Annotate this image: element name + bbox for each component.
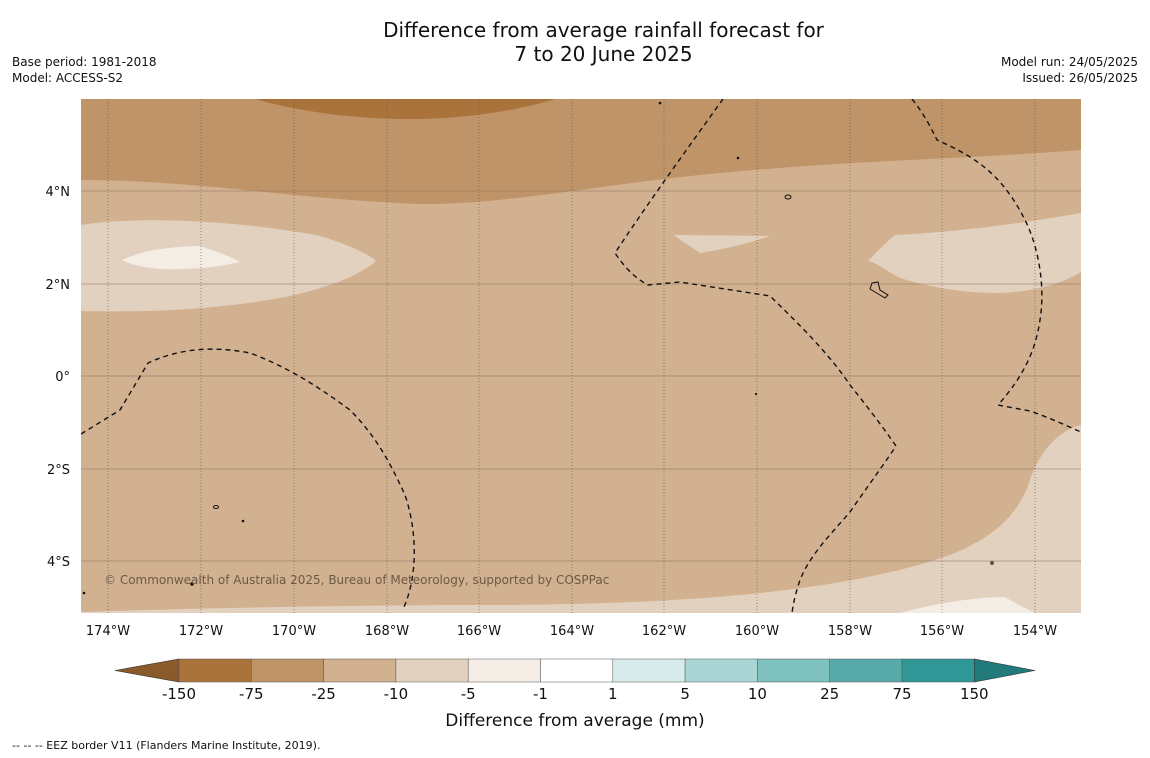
colorbar-tick-label: 75: [892, 685, 911, 703]
colorbar-tick-label: 150: [960, 685, 989, 703]
islands: [82, 101, 994, 595]
base-period: Base period: 1981-2018: [12, 55, 157, 69]
lat-label-2n: 2°N: [46, 278, 71, 293]
mild-patch-east: [868, 213, 1081, 293]
title-line-1: Difference from average rainfall forecas…: [383, 18, 824, 42]
lat-label-0: 0°: [55, 370, 70, 385]
lon-label-166w: 166°W: [457, 624, 501, 639]
latitude-gridlines: [81, 190, 1081, 562]
lon-label-154w: 154°W: [1013, 624, 1057, 639]
colorbar-tick-label: 1: [608, 685, 618, 703]
colorbar-tick-labels: -150 -75 -25 -10 -5 -1 1 5 10 25 75 150: [162, 685, 989, 703]
map-area: © Commonwealth of Australia 2025, Bureau…: [81, 99, 1081, 613]
mild-patch-south: [81, 425, 1081, 613]
lat-label-4n: 4°N: [46, 185, 71, 200]
colorbar-cell: [467, 658, 541, 683]
colorbar-tick-label: -5: [461, 685, 476, 703]
colorbar-cell: [684, 658, 758, 683]
lon-label-156w: 156°W: [920, 624, 964, 639]
colorbar-cell: [395, 658, 469, 683]
drier-band-north: [81, 99, 1081, 205]
colorbar-tick-label: -10: [384, 685, 409, 703]
copyright-credit: © Commonwealth of Australia 2025, Bureau…: [104, 573, 609, 587]
lon-label-172w: 172°W: [179, 624, 223, 639]
colorbar-cell: [178, 658, 252, 683]
near-normal-patch-southeast: [900, 597, 1035, 613]
model-name: Model: ACCESS-S2: [12, 71, 124, 85]
colorbar-tick-label: 25: [820, 685, 839, 703]
colorbar-tick-label: 5: [680, 685, 690, 703]
colorbar-tick-label: -25: [311, 685, 336, 703]
issued-date: Issued: 26/05/2025: [1022, 71, 1138, 85]
colorbar-cell: [612, 658, 686, 683]
title-line-2: 7 to 20 June 2025: [514, 42, 693, 66]
colorbar-cell: [251, 658, 324, 683]
colorbar-tick-label: 10: [748, 685, 767, 703]
lon-label-170w: 170°W: [272, 624, 316, 639]
colorbar-tick-label: -75: [239, 685, 264, 703]
mild-patch-central: [674, 235, 770, 253]
colorbar-cell: [901, 658, 975, 683]
base-period-info: Base period: 1981-2018 Model: ACCESS-S2: [12, 54, 157, 86]
model-run: Model run: 24/05/2025: [1000, 55, 1138, 69]
model-run-info: Model run: 24/05/2025 Issued: 26/05/2025: [1001, 54, 1138, 86]
lat-label-2s: 2°S: [47, 463, 70, 478]
map-title: Difference from average rainfall forecas…: [0, 18, 1150, 66]
colorbar-tick-label: -1: [533, 685, 548, 703]
colorbar: -150 -75 -25 -10 -5 -1 1 5 10 25 75 150 Difference …: [114, 658, 1036, 731]
colorbar-cell: [757, 658, 830, 683]
colorbar-cell: [323, 658, 397, 683]
lon-label-160w: 160°W: [735, 624, 779, 639]
lon-label-158w: 158°W: [828, 624, 872, 639]
driest-patch-north: [255, 99, 555, 120]
colorbar-cell: [540, 658, 614, 683]
colorbar-cells: [114, 658, 1036, 683]
lat-label-4s: 4°S: [47, 555, 70, 570]
longitude-labels: 174°W 172°W 170°W 168°W 166°W 164°W 162°…: [86, 624, 1057, 639]
lon-label-162w: 162°W: [642, 624, 686, 639]
eez-legend-note: -- -- -- EEZ border V11 (Flanders Marine…: [12, 739, 321, 752]
eez-borders: [81, 99, 1081, 613]
colorbar-cell: [829, 658, 903, 683]
colorbar-tick-label: -150: [162, 685, 196, 703]
colorbar-extend-low: [114, 658, 180, 683]
latitude-labels: 4°N 2°N 0° 2°S 4°S: [46, 185, 71, 570]
colorbar-title: Difference from average (mm): [445, 711, 704, 731]
near-normal-patch-west: [122, 246, 240, 270]
mild-patch-west: [81, 220, 376, 312]
lon-label-168w: 168°W: [365, 624, 409, 639]
lon-label-174w: 174°W: [86, 624, 130, 639]
lon-label-164w: 164°W: [550, 624, 594, 639]
colorbar-extend-high: [973, 658, 1036, 683]
